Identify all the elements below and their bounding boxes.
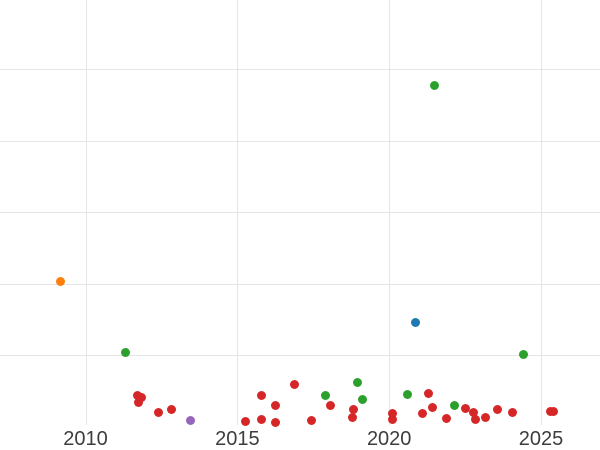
data-point-green	[429, 80, 439, 90]
horizontal-gridline	[0, 140, 600, 142]
data-point-red	[241, 416, 251, 426]
data-point-green	[121, 348, 131, 358]
data-point-red	[271, 400, 281, 410]
horizontal-gridline	[0, 283, 600, 285]
data-point-red	[388, 409, 398, 419]
data-point-red	[388, 414, 398, 424]
data-point-red	[256, 391, 266, 401]
horizontal-gridline	[0, 69, 600, 70]
data-point-green	[353, 378, 363, 388]
data-point-red	[470, 414, 480, 424]
data-point-green	[402, 389, 412, 399]
horizontal-gridline	[0, 355, 600, 356]
data-point-red	[270, 417, 280, 427]
data-point-red	[166, 404, 176, 414]
data-point-red	[136, 392, 146, 402]
data-point-red	[347, 413, 357, 423]
data-point-green	[449, 401, 459, 411]
data-point-blue	[410, 318, 420, 328]
data-point-red	[492, 404, 502, 414]
data-point-red	[306, 416, 316, 426]
horizontal-gridline	[0, 212, 600, 213]
data-point-red	[549, 406, 558, 416]
data-point-purple	[186, 416, 196, 426]
data-point-red	[442, 414, 452, 424]
data-point-red	[480, 413, 490, 423]
data-point-red	[418, 409, 428, 419]
data-point-red	[289, 379, 299, 389]
data-point-red	[428, 402, 438, 412]
data-point-red	[326, 401, 336, 411]
data-point-red	[423, 389, 433, 399]
data-point-red	[348, 404, 358, 414]
x-tick-label: 2025	[518, 428, 564, 450]
data-point-green	[518, 349, 528, 359]
data-point-green	[357, 394, 367, 404]
data-point-red	[153, 407, 163, 417]
x-tick-label: 2020	[366, 428, 412, 450]
data-point-red	[469, 407, 479, 417]
data-point-red	[508, 408, 517, 418]
x-tick-label: 2010	[63, 428, 108, 450]
data-point-red	[256, 414, 266, 424]
data-point-red	[134, 398, 144, 408]
data-point-orange	[56, 276, 66, 286]
data-point-green	[320, 391, 330, 401]
data-point-red	[460, 404, 470, 414]
x-tick-label: 2015	[215, 428, 260, 450]
